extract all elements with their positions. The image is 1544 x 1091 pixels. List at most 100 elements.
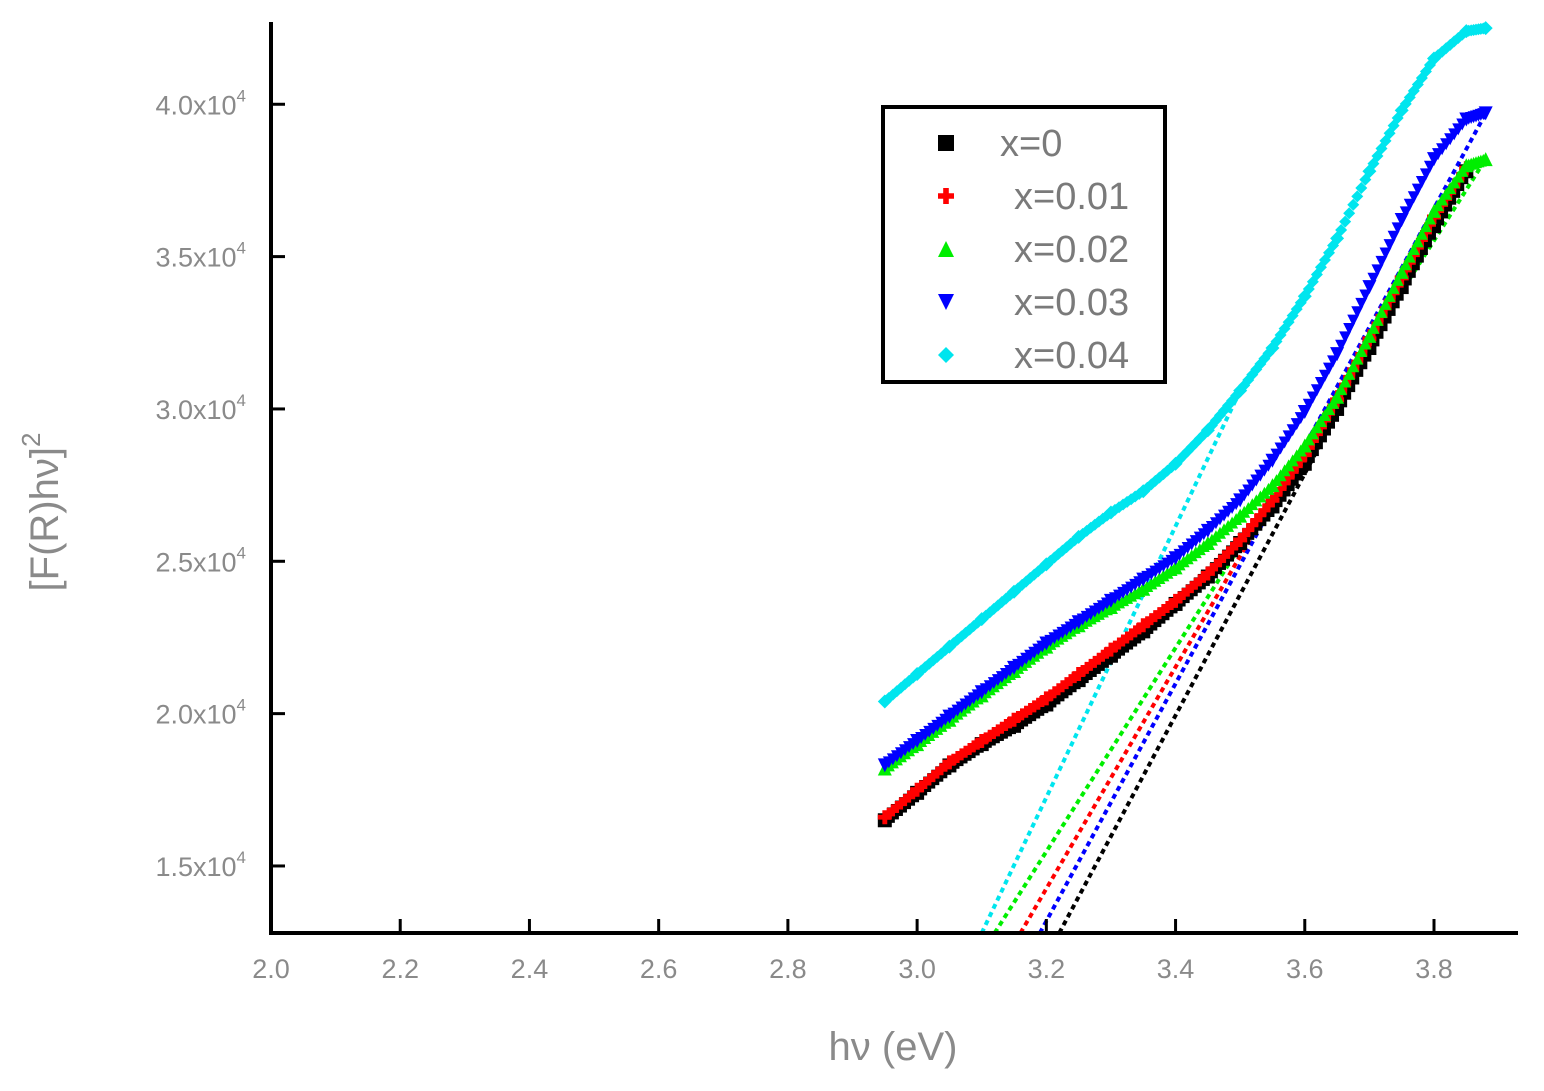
data-point: [1375, 255, 1388, 268]
data-point: [1297, 438, 1312, 453]
data-point: [1347, 360, 1360, 373]
y-axis-title-group: [F(R)hν]2: [16, 433, 67, 592]
data-point: [1306, 391, 1319, 404]
data-point: [1371, 313, 1384, 326]
data-point: [1371, 264, 1384, 277]
data-point: [1302, 433, 1315, 446]
series-x=0.04: [877, 21, 1493, 709]
y-tick-label: 3.5x104: [155, 239, 246, 273]
legend-marker: [938, 294, 954, 310]
data-points: [877, 21, 1493, 828]
data-point: [1407, 242, 1420, 255]
data-point: [1310, 384, 1323, 397]
data-point: [1478, 152, 1493, 167]
data-point: [1351, 190, 1364, 203]
data-point: [1339, 375, 1352, 388]
x-tick-label: 3.8: [1415, 954, 1453, 984]
legend-label: x=0.03: [1014, 282, 1129, 324]
data-point: [1391, 222, 1404, 235]
data-point: [1383, 239, 1396, 252]
data-point: [1419, 168, 1432, 181]
data-point: [1335, 339, 1348, 352]
x-tick-label: 3.4: [1157, 954, 1195, 984]
data-point: [1323, 362, 1336, 375]
data-point: [1415, 227, 1428, 240]
data-point: [1351, 352, 1364, 365]
data-point: [1318, 369, 1331, 382]
legend-marker: [938, 188, 954, 204]
legend-label: x=0.04: [1014, 335, 1129, 377]
data-point: [1012, 582, 1025, 595]
legend-label: x=0.02: [1014, 229, 1129, 271]
data-point: [1335, 223, 1348, 236]
x-tick-label: 2.2: [381, 954, 419, 984]
data-point: [1359, 337, 1372, 350]
x-tick-label: 2.0: [252, 954, 290, 984]
data-point: [1323, 402, 1336, 415]
legend-marker: [938, 347, 954, 363]
data-point: [1330, 389, 1345, 404]
data-point: [1339, 331, 1352, 344]
data-point: [1383, 289, 1396, 302]
axis-ticks: 2.0 2.2 2.4 2.6 2.8 3.0 3.2 3.4 3.6 3.8 1.5x104 2.0…: [155, 86, 1452, 984]
data-point: [1391, 273, 1404, 286]
y-tick-label: 4.0x104: [155, 86, 246, 120]
data-point: [1355, 182, 1368, 195]
data-point: [1362, 328, 1377, 343]
legend-label: x=0: [1000, 123, 1062, 165]
data-point: [1314, 415, 1327, 428]
data-point: [1399, 206, 1412, 219]
data-point: [1367, 272, 1380, 285]
data-point: [1347, 198, 1360, 211]
data-point: [1100, 509, 1113, 522]
data-point: [1359, 289, 1372, 302]
y-tick-label: 2.5x104: [155, 543, 246, 577]
data-point: [1339, 215, 1352, 228]
data-point: [1403, 198, 1416, 211]
data-point: [1367, 321, 1380, 334]
data-point: [1399, 258, 1412, 271]
x-tick-label: 2.8: [769, 954, 807, 984]
data-point: [1403, 250, 1416, 263]
data-point: [1379, 297, 1392, 310]
data-point: [1355, 345, 1368, 358]
y-axis-title-exponent: 2: [16, 433, 46, 447]
data-point: [1310, 421, 1323, 434]
data-point: [1419, 220, 1432, 233]
data-point: [1411, 183, 1424, 196]
x-tick-label: 2.6: [640, 954, 678, 984]
legend-marker: [938, 241, 954, 257]
legend: x=0 x=0.01 x=0.02 x=0.03 x=0.04: [881, 105, 1167, 384]
legend-label: x=0.01: [1014, 176, 1129, 218]
data-point: [1351, 306, 1364, 319]
data-point: [1343, 367, 1356, 380]
x-tick-label: 3.0: [898, 954, 936, 984]
svg-text:[F(R)hν]2: [F(R)hν]2: [16, 433, 67, 592]
fit-line: [1018, 167, 1469, 935]
data-point: [1343, 322, 1356, 335]
data-point: [1411, 235, 1424, 248]
legend-marker: [938, 135, 954, 151]
data-point: [1478, 106, 1493, 121]
x-tick-label: 3.2: [1028, 954, 1066, 984]
data-point: [1314, 377, 1327, 390]
data-point: [1016, 578, 1029, 591]
data-point: [1407, 191, 1420, 204]
data-point: [1355, 297, 1368, 310]
data-point: [1375, 305, 1388, 318]
legend-box: [881, 105, 1167, 384]
data-point: [1478, 21, 1493, 36]
data-point: [1343, 207, 1356, 220]
data-point: [1387, 230, 1400, 243]
y-tick-label: 2.0x104: [155, 696, 246, 730]
series-x=0.03: [877, 106, 1493, 773]
data-point: [1379, 247, 1392, 260]
data-point: [1423, 212, 1436, 225]
data-point: [1306, 427, 1319, 440]
data-point: [1302, 398, 1315, 411]
x-axis-title: hν (eV): [829, 1025, 958, 1069]
data-point: [1347, 314, 1360, 327]
data-point: [1394, 264, 1409, 279]
data-point: [1335, 383, 1348, 396]
